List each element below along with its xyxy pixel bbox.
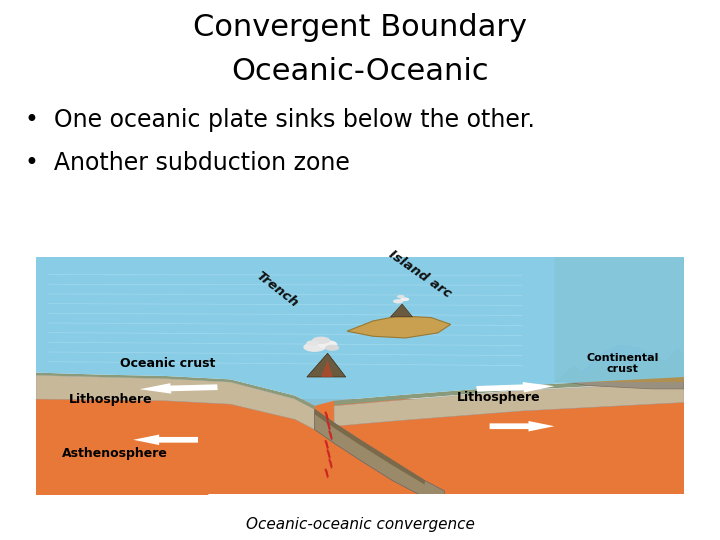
Polygon shape: [476, 382, 554, 393]
Polygon shape: [490, 421, 554, 431]
Polygon shape: [347, 316, 451, 338]
Ellipse shape: [306, 340, 319, 346]
Ellipse shape: [325, 345, 339, 351]
Ellipse shape: [318, 340, 337, 349]
Text: Lithosphere: Lithosphere: [68, 393, 152, 406]
Polygon shape: [390, 304, 413, 317]
Polygon shape: [133, 435, 198, 445]
Ellipse shape: [397, 295, 405, 298]
Polygon shape: [36, 375, 315, 430]
Ellipse shape: [312, 336, 330, 344]
Text: Oceanic-Oceanic: Oceanic-Oceanic: [231, 57, 489, 86]
Text: Oceanic-oceanic convergence: Oceanic-oceanic convergence: [246, 517, 474, 532]
Text: Trench: Trench: [253, 269, 300, 310]
Ellipse shape: [400, 298, 409, 301]
Polygon shape: [334, 377, 684, 405]
Polygon shape: [321, 360, 333, 377]
Polygon shape: [315, 409, 425, 484]
Polygon shape: [36, 373, 315, 409]
Polygon shape: [567, 345, 684, 389]
Polygon shape: [315, 409, 444, 511]
Text: •  Another subduction zone: • Another subduction zone: [25, 151, 350, 175]
Text: •  One oceanic plate sinks below the other.: • One oceanic plate sinks below the othe…: [25, 108, 535, 132]
Ellipse shape: [303, 342, 326, 352]
Polygon shape: [554, 256, 684, 382]
Ellipse shape: [393, 299, 403, 303]
Polygon shape: [307, 353, 346, 377]
Text: Continental
crust: Continental crust: [586, 353, 659, 374]
Polygon shape: [554, 348, 684, 382]
Text: Asthenosphere: Asthenosphere: [62, 447, 168, 460]
Text: Oceanic crust: Oceanic crust: [120, 357, 215, 370]
Text: Island arc: Island arc: [386, 248, 454, 300]
Polygon shape: [334, 382, 684, 426]
Text: Lithosphere: Lithosphere: [457, 391, 541, 404]
Polygon shape: [36, 256, 684, 406]
Polygon shape: [140, 383, 217, 394]
Polygon shape: [36, 399, 684, 494]
Text: Convergent Boundary: Convergent Boundary: [193, 14, 527, 43]
